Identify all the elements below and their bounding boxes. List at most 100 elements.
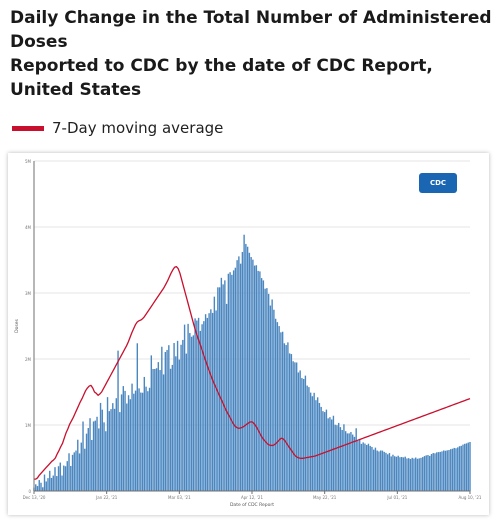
bar (290, 354, 293, 491)
x-tick-label: Jan 22, '21 (95, 495, 118, 500)
bar (119, 412, 121, 491)
bar (332, 415, 335, 491)
bar (101, 409, 103, 491)
bar (399, 457, 401, 491)
bar (432, 453, 434, 491)
bar (52, 475, 54, 491)
bar (131, 383, 133, 491)
bar (448, 449, 450, 491)
bar (45, 481, 47, 491)
bar (337, 422, 340, 491)
page-title-line2: Reported to CDC by the date of CDC Repor… (10, 56, 433, 100)
bar (364, 443, 366, 491)
bar (239, 263, 242, 491)
bar (64, 466, 67, 491)
bar (378, 451, 380, 491)
bar (250, 257, 252, 491)
bar (278, 326, 280, 491)
bar (40, 482, 42, 491)
bar (365, 444, 368, 491)
bar (339, 427, 342, 491)
bar (213, 296, 216, 491)
bar (446, 450, 448, 491)
bar (351, 434, 354, 491)
bar (344, 431, 347, 491)
bar (176, 340, 179, 491)
bar (194, 318, 196, 491)
bar (287, 342, 289, 491)
bar (243, 234, 245, 491)
bar (168, 345, 170, 491)
bar (436, 452, 438, 491)
bar (388, 453, 391, 491)
bar (197, 317, 200, 491)
bar (330, 419, 333, 491)
line-layer (34, 265, 471, 480)
bar (262, 280, 265, 491)
bar (318, 402, 321, 491)
bar (288, 353, 291, 491)
bar (127, 395, 130, 491)
bar (453, 447, 455, 491)
moving-average-line (34, 265, 471, 480)
bar (150, 355, 153, 491)
bar (157, 362, 160, 491)
bar (134, 390, 137, 491)
bar (409, 458, 412, 491)
bar (253, 265, 256, 491)
bar (346, 433, 349, 491)
bar (267, 293, 270, 491)
bar (143, 376, 146, 491)
bar (245, 243, 247, 491)
bar (325, 409, 328, 491)
bar (451, 448, 454, 491)
bar (227, 273, 230, 491)
bar (189, 333, 191, 491)
bar (381, 450, 384, 491)
y-tick-label: 0 (28, 489, 31, 494)
bar (437, 452, 440, 491)
bar (89, 418, 91, 491)
bar (84, 448, 86, 491)
bar (206, 317, 209, 491)
bar (215, 310, 217, 491)
bar (427, 455, 429, 491)
bar (280, 332, 282, 491)
bar (334, 424, 336, 491)
x-tick-label: Dec 13, '20 (23, 495, 46, 500)
bar (320, 406, 322, 491)
x-tick-label: Jul 01, '21 (386, 495, 407, 500)
bar (162, 374, 165, 491)
bar (217, 287, 219, 491)
bar (464, 443, 466, 491)
bar (380, 450, 382, 491)
bar (358, 439, 361, 491)
bar (236, 260, 238, 491)
bar (87, 427, 89, 491)
bar (180, 344, 182, 491)
bar (210, 309, 212, 491)
bar (383, 451, 385, 491)
bar (434, 453, 436, 491)
bar (203, 321, 205, 491)
bar (80, 442, 82, 491)
bar (260, 278, 263, 491)
bar (308, 387, 310, 491)
bar (465, 443, 468, 491)
bar (36, 486, 39, 491)
bar (154, 368, 156, 491)
bar (462, 444, 464, 491)
bar (169, 368, 172, 491)
cdc-logo[interactable]: CDC (419, 173, 457, 193)
bar (309, 392, 312, 491)
x-axis-label: Date of CDC Report (230, 502, 274, 508)
bar (406, 458, 408, 491)
chart-legend: 7-Day moving average (12, 117, 223, 139)
bar (241, 252, 244, 491)
bar (91, 439, 93, 491)
bar (292, 361, 294, 491)
bar (120, 394, 123, 491)
bar (92, 421, 95, 491)
bar (387, 454, 389, 491)
bar (467, 442, 469, 491)
